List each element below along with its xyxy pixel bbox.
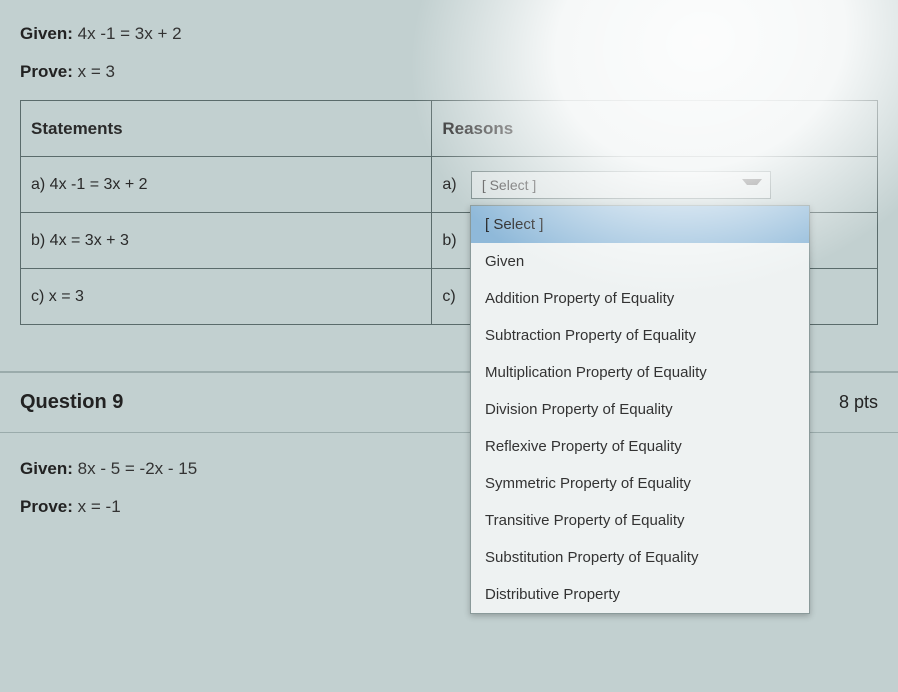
dropdown-option[interactable]: Reflexive Property of Equality [471, 428, 809, 465]
given-label: Given: [20, 459, 73, 478]
prove-expression: x = 3 [78, 62, 115, 81]
dropdown-option[interactable]: Given [471, 243, 809, 280]
statement-cell: c) x = 3 [21, 269, 432, 325]
question-points: 8 pts [839, 392, 878, 413]
question-title: Question 9 [20, 391, 123, 414]
select-placeholder: [ Select ] [482, 177, 536, 193]
dropdown-option[interactable]: Transitive Property of Equality [471, 502, 809, 539]
given-label: Given: [20, 24, 73, 43]
statement-cell: b) 4x = 3x + 3 [21, 213, 432, 269]
reason-prefix: c) [442, 288, 466, 306]
dropdown-option[interactable]: Symmetric Property of Equality [471, 465, 809, 502]
dropdown-option[interactable]: Substitution Property of Equality [471, 539, 809, 576]
dropdown-option[interactable]: Subtraction Property of Equality [471, 317, 809, 354]
header-statements: Statements [21, 101, 432, 157]
header-reasons: Reasons [432, 101, 878, 157]
reason-dropdown[interactable]: [ Select ] Given Addition Property of Eq… [470, 205, 810, 614]
dropdown-option[interactable]: Addition Property of Equality [471, 280, 809, 317]
prove-label: Prove: [20, 497, 73, 516]
dropdown-option[interactable]: [ Select ] [471, 206, 809, 243]
statement-cell: a) 4x -1 = 3x + 2 [21, 157, 432, 213]
given-line: Given: 4x -1 = 3x + 2 [20, 24, 878, 44]
given-expression: 8x - 5 = -2x - 15 [78, 459, 198, 478]
given-expression: 4x -1 = 3x + 2 [78, 24, 182, 43]
prove-line: Prove: x = 3 [20, 62, 878, 82]
prove-expression: x = -1 [78, 497, 121, 516]
reason-prefix: a) [442, 176, 466, 194]
reason-prefix: b) [442, 232, 466, 250]
reason-select-a[interactable]: [ Select ] [471, 171, 771, 199]
dropdown-option[interactable]: Division Property of Equality [471, 391, 809, 428]
prove-label: Prove: [20, 62, 73, 81]
dropdown-option[interactable]: Multiplication Property of Equality [471, 354, 809, 391]
dropdown-option[interactable]: Distributive Property [471, 576, 809, 613]
